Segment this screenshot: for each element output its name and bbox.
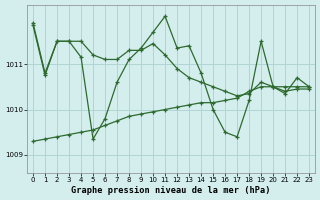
X-axis label: Graphe pression niveau de la mer (hPa): Graphe pression niveau de la mer (hPa) xyxy=(71,186,271,195)
